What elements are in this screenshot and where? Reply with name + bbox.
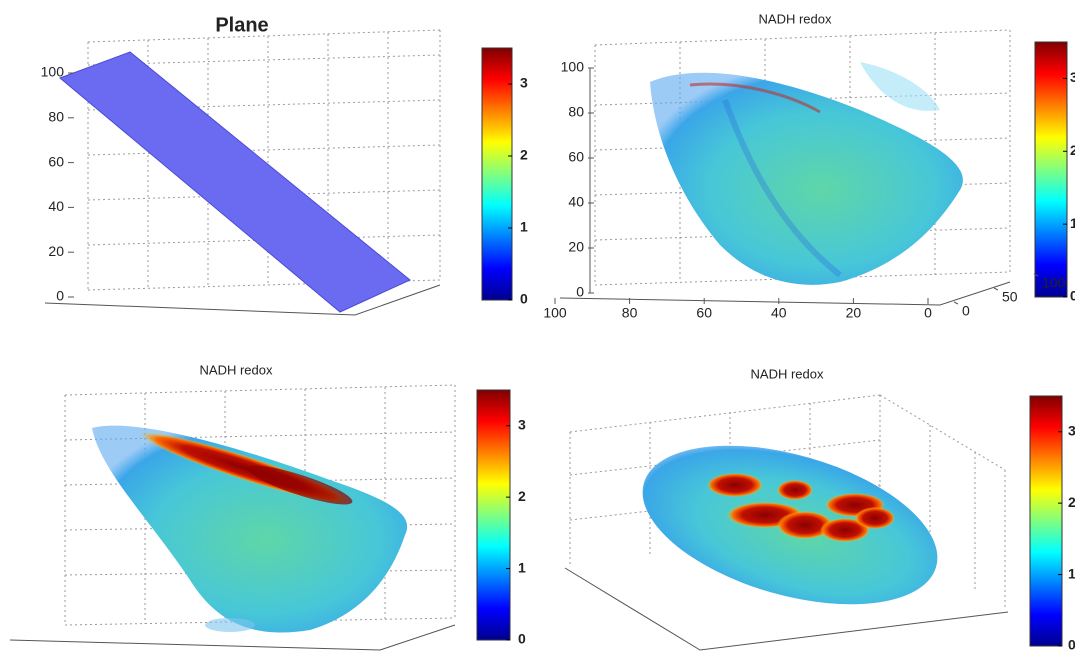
colorbar-tick-label: 1: [518, 559, 526, 575]
x-tick-label: 80: [622, 305, 638, 321]
volume-hotspot: [777, 511, 833, 539]
volume-edge: [722, 98, 842, 278]
panel-1-box: [44, 29, 441, 316]
x-tick-label: 0: [924, 305, 932, 321]
volume-hotspot: [777, 480, 813, 500]
colorbar-tick-label: 2: [520, 147, 528, 163]
z-tick-label: 0: [56, 288, 64, 304]
z-tick-label: 60: [568, 149, 584, 165]
z-tick-label: 100: [561, 59, 585, 75]
z-tick-label: 40: [568, 194, 584, 210]
panel-title: Plane: [215, 14, 268, 36]
x-tick-label: 60: [696, 305, 712, 321]
z-tick-label: 40: [48, 198, 64, 214]
colorbar-tick-label: 1: [1070, 215, 1075, 231]
volume-hotspot: [707, 473, 763, 497]
panel-2-box: [559, 29, 1011, 306]
x-tick-label: 100: [543, 305, 567, 321]
y-tick-label: 0: [962, 303, 970, 319]
y-tick-label: 50: [1002, 289, 1018, 305]
z-tick-label: 80: [48, 109, 64, 125]
colorbar-tick-label: 1: [1068, 565, 1075, 581]
colorbar-tick-label: 3: [518, 416, 526, 432]
colorbar-tick-label: 1: [520, 219, 528, 235]
z-tick-label: 20: [48, 243, 64, 259]
z-tick-label: 20: [568, 239, 584, 255]
y-tick: [1033, 273, 1039, 277]
z-tick-label: 0: [576, 284, 584, 300]
volume-hotspot: [247, 465, 353, 505]
plane-surface: [59, 51, 411, 313]
panel-4-box: [564, 394, 1009, 651]
colorbar-tick-label: 0: [1070, 288, 1075, 304]
colorbar: [1034, 41, 1068, 298]
colorbar: [481, 47, 513, 301]
colorbar-tick-label: 3: [520, 75, 528, 91]
panel-title: NADH redox: [759, 11, 832, 26]
panel-3-box: [9, 384, 456, 651]
colorbar-tick-label: 2: [1068, 494, 1075, 510]
colorbar: [476, 389, 511, 641]
volume-hotspot: [689, 82, 821, 114]
z-tick-label: 80: [568, 104, 584, 120]
colorbar-tick-label: 0: [518, 631, 526, 647]
x-tick-label: 20: [846, 305, 862, 321]
volume-render: [650, 72, 963, 285]
x-tick-label: 40: [771, 305, 787, 321]
colorbar-tick-label: 0: [520, 291, 528, 307]
colorbar: [1029, 395, 1063, 647]
z-tick-label: 60: [48, 153, 64, 169]
volume-haze: [205, 618, 255, 632]
z-tick-label: 100: [41, 64, 65, 80]
volume-hotspot: [855, 507, 895, 529]
colorbar-tick-label: 2: [518, 488, 526, 504]
volume-hotspot: [820, 518, 870, 542]
y-tick: [953, 301, 959, 305]
colorbar-tick-label: 3: [1070, 69, 1075, 85]
colorbar-tick-label: 0: [1068, 637, 1075, 653]
volume-render: [92, 425, 408, 633]
colorbar-tick-label: 2: [1070, 142, 1075, 158]
volume-haze: [860, 62, 940, 111]
y-tick: [993, 287, 999, 291]
y-tick-label: 100: [1042, 275, 1066, 291]
panel-title: NADH redox: [751, 366, 824, 381]
colorbar-tick-label: 3: [1068, 422, 1075, 438]
panel-title: NADH redox: [200, 362, 273, 377]
